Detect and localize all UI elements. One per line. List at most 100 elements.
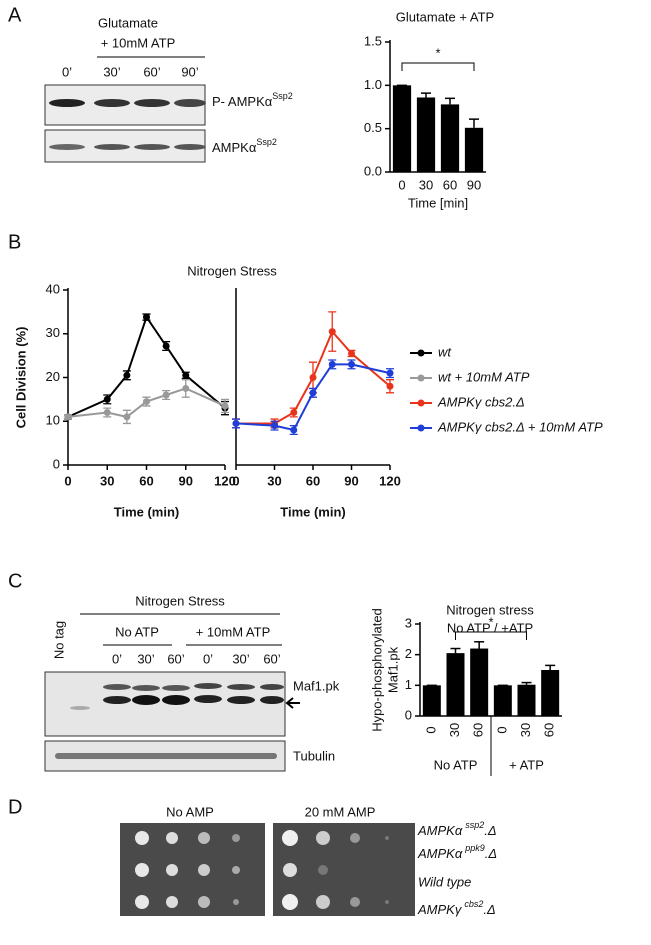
legend-label: wt <box>438 344 452 359</box>
strain-sup: cbs2 <box>464 899 483 909</box>
bar <box>446 653 465 716</box>
bar <box>392 85 412 172</box>
point <box>386 369 394 377</box>
bar <box>464 127 484 172</box>
x-tick-label: 0 <box>423 726 438 733</box>
y-tick-label: 1 <box>405 677 412 692</box>
legend-swatch <box>417 424 425 432</box>
blot-label: Maf1.pk <box>293 678 340 693</box>
group-label: + 10mM ATP <box>196 624 271 639</box>
panel-label: D <box>8 796 22 818</box>
legend-swatch <box>417 399 425 407</box>
x-tick-label: 30 <box>267 473 281 488</box>
y-tick-label: 1.5 <box>364 33 382 48</box>
x-tick-label: 0 <box>232 473 239 488</box>
legend-label: wt + 10mM ATP <box>438 369 530 384</box>
x-tick-label: 60 <box>443 177 457 192</box>
lane-label: No tag <box>51 621 66 659</box>
y-tick-label: 40 <box>46 281 60 296</box>
blot-label: AMPKαSsp2 <box>212 137 277 155</box>
significance: * <box>435 45 440 60</box>
blot <box>44 671 286 772</box>
chart-title: Nitrogen Stress <box>187 263 277 278</box>
blot-label-text: AMPKα <box>212 140 257 155</box>
point <box>348 349 355 357</box>
point <box>271 422 278 430</box>
point <box>103 409 111 416</box>
x-tick-label: 90 <box>344 473 358 488</box>
x-tick-label: 0 <box>64 473 71 488</box>
point <box>348 360 355 368</box>
lane-label: 60’ <box>263 651 280 666</box>
point <box>143 398 150 406</box>
x-tick-label: 30 <box>419 177 433 192</box>
bar <box>440 104 460 172</box>
bar <box>541 670 560 716</box>
group-label: + ATP <box>509 757 544 772</box>
significance-bracket <box>455 631 527 640</box>
point <box>309 374 317 381</box>
x-tick-label: 60 <box>306 473 320 488</box>
blot-label-text: P- AMPKα <box>212 94 273 109</box>
strain-label: AMPKγ cbs2.Δ <box>417 899 496 917</box>
x-tick-label: 30 <box>447 723 462 737</box>
y-tick-label: 0 <box>53 456 60 471</box>
strain-label: Wild type <box>418 874 471 889</box>
y-tick-label: 0.5 <box>364 120 382 135</box>
x-tick-label: 0 <box>494 726 509 733</box>
point <box>290 409 298 416</box>
panel-label: C <box>8 570 22 592</box>
strain-end: .Δ <box>485 846 497 861</box>
strain-sup: ssp2 <box>465 820 484 830</box>
point <box>123 413 131 421</box>
blot <box>44 84 206 163</box>
blot-label: Tubulin <box>293 748 335 763</box>
x-tick-label: 60 <box>542 723 557 737</box>
bar <box>517 684 536 716</box>
y-tick-label: 30 <box>46 325 60 340</box>
strain-label: AMPKα ssp2.Δ <box>417 820 497 838</box>
strain-text: AMPKα <box>417 846 463 861</box>
y-tick-label: 3 <box>405 615 412 630</box>
lane-label: 30’ <box>137 651 154 666</box>
panel-label: B <box>8 231 21 253</box>
x-axis-label: Time (min) <box>114 504 180 519</box>
treatment: Glutamate <box>98 15 158 30</box>
strain-text: AMPKγ <box>417 902 463 917</box>
lane-label: 0’ <box>112 651 122 666</box>
y-axis-label: Cell Division (%) <box>13 327 28 429</box>
x-tick-label: 0 <box>398 177 405 192</box>
point <box>103 395 111 403</box>
point <box>182 371 190 379</box>
lane-label: 30’ <box>103 64 120 79</box>
chart-title: Glutamate + ATP <box>396 9 494 24</box>
treatment: + 10mM ATP <box>101 35 176 50</box>
point <box>162 342 170 350</box>
strain-label: AMPKα ppk9.Δ <box>417 843 497 861</box>
lane-label: 60’ <box>143 64 160 79</box>
y-tick-label: 20 <box>46 369 60 384</box>
point <box>162 391 170 399</box>
chart-title: Nitrogen stress <box>446 602 534 617</box>
point <box>309 389 317 397</box>
point <box>386 382 394 390</box>
x-tick-label: 30 <box>518 723 533 737</box>
bar <box>416 97 436 172</box>
x-tick-label: 60 <box>471 723 486 737</box>
x-tick-label: 90 <box>179 473 193 488</box>
x-tick-label: 120 <box>379 473 401 488</box>
blot-label-sup: Ssp2 <box>256 137 277 147</box>
x-tick-label: 120 <box>214 473 236 488</box>
strain-sup: ppk9 <box>464 843 485 853</box>
x-tick-label: 90 <box>467 177 481 192</box>
point <box>221 402 229 410</box>
lane-label: 90’ <box>181 64 198 79</box>
point <box>328 360 336 368</box>
significance-bracket <box>401 62 475 71</box>
y-tick-label: 10 <box>46 413 60 428</box>
point <box>182 384 190 392</box>
point <box>123 371 131 379</box>
blot-label-sup: Ssp2 <box>272 91 293 101</box>
panel-label: A <box>8 4 22 26</box>
